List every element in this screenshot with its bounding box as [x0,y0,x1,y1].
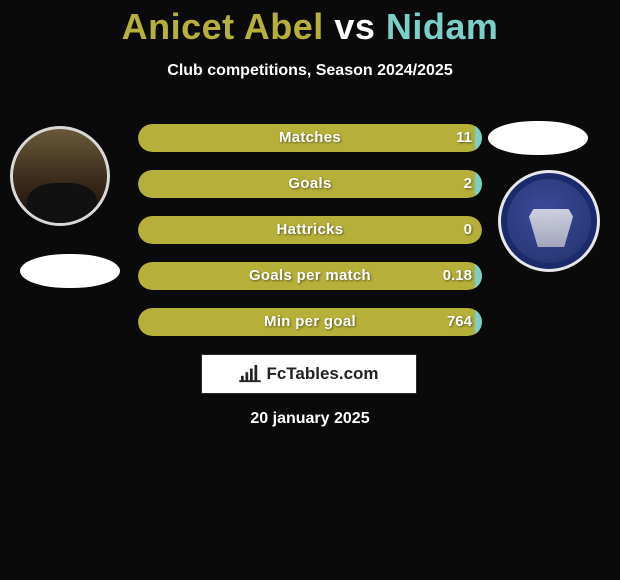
subtitle: Club competitions, Season 2024/2025 [0,62,620,80]
title-vs: vs [324,6,386,47]
attribution-box: FcTables.com [201,354,417,394]
stat-row: Goals2 [138,170,482,198]
player-right-club-badge [498,170,600,272]
stat-value-right: 0 [464,216,472,244]
player-right-flag [488,121,588,155]
page-title: Anicet Abel vs Nidam [0,6,620,48]
stat-row: Matches11 [138,124,482,152]
stat-row: Hattricks0 [138,216,482,244]
stat-value-right: 0.18 [443,262,472,290]
stat-label: Goals [138,170,482,198]
comparison-card: Anicet Abel vs Nidam Club competitions, … [0,0,620,580]
stat-label: Matches [138,124,482,152]
stat-value-right: 764 [447,308,472,336]
stat-value-right: 2 [464,170,472,198]
player-left-avatar [10,126,110,226]
date-text: 20 january 2025 [0,410,620,428]
chart-icon [239,365,261,383]
player-left-flag [20,254,120,288]
stat-label: Hattricks [138,216,482,244]
stat-label: Min per goal [138,308,482,336]
stat-label: Goals per match [138,262,482,290]
stat-row: Goals per match0.18 [138,262,482,290]
title-player-left: Anicet Abel [122,6,324,47]
stat-value-right: 11 [456,124,472,152]
stat-row: Min per goal764 [138,308,482,336]
stat-bars: Matches11 Goals2 Hattricks0 Goals per match… [138,124,482,354]
title-player-right: Nidam [386,6,499,47]
attribution-text: FcTables.com [266,364,378,384]
